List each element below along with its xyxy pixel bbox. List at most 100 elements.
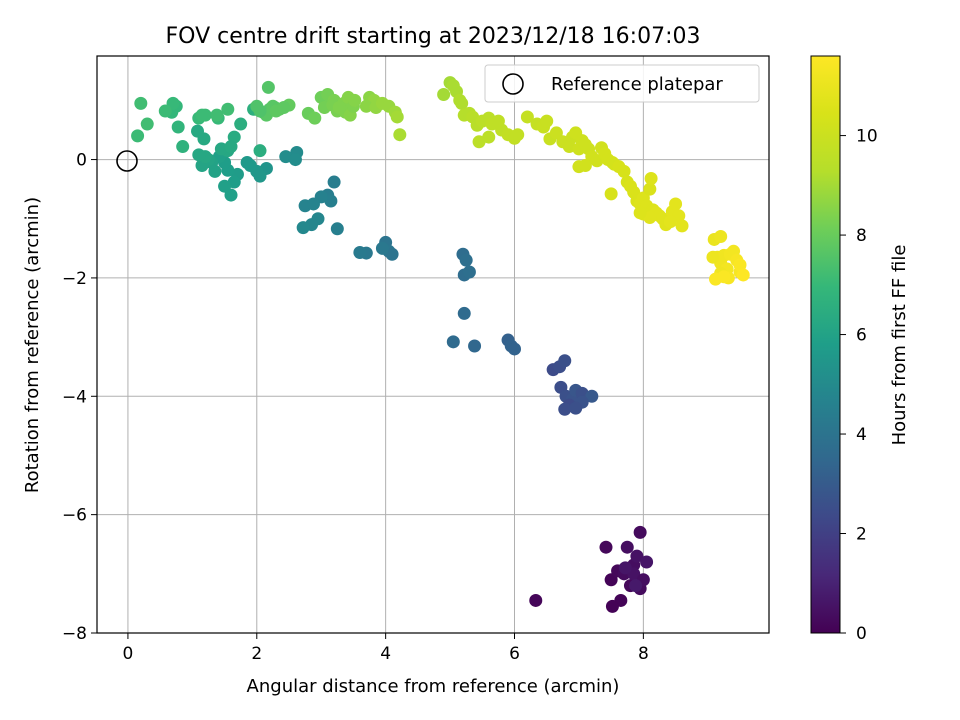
data-point: [330, 222, 344, 236]
y-axis-ticks: 0 −2 −4 −6 −8: [62, 151, 97, 644]
data-point: [618, 561, 632, 575]
x-tick-label: 0: [123, 644, 134, 664]
data-point: [629, 579, 643, 593]
data-point: [253, 104, 267, 118]
colorbar-label: Hours from first FF file: [889, 245, 910, 446]
data-point: [462, 265, 476, 279]
y-tick-label: 0: [76, 151, 87, 171]
data-point: [714, 229, 728, 243]
data-point: [529, 593, 543, 607]
colorbar: 0 2 4 6 8 10 Hours from first FF file: [810, 55, 910, 644]
data-point: [457, 306, 471, 320]
data-point: [234, 117, 248, 131]
data-point: [630, 549, 644, 563]
data-point: [375, 241, 389, 255]
legend-box: [484, 64, 760, 103]
data-point: [643, 182, 657, 196]
x-tick-label: 6: [509, 644, 520, 664]
data-point: [359, 99, 373, 113]
data-point: [511, 128, 525, 142]
data-point: [348, 93, 362, 107]
data-point: [253, 144, 267, 158]
data-point: [296, 221, 310, 235]
data-point: [558, 354, 572, 368]
colorbar-tick-label: 0: [856, 624, 867, 644]
data-point: [243, 158, 257, 172]
data-point: [327, 175, 341, 189]
data-point: [633, 525, 647, 539]
data-point: [332, 100, 346, 114]
colorbar-tick-label: 6: [856, 326, 867, 346]
colorbar-tick-label: 8: [856, 226, 867, 246]
data-point: [569, 401, 583, 415]
reference-platepar-marker: [116, 150, 138, 172]
data-point: [134, 96, 148, 110]
data-point: [197, 132, 211, 146]
x-tick-label: 4: [380, 644, 391, 664]
x-axis-ticks: 0 2 4 6 8: [123, 633, 649, 664]
data-point: [390, 110, 404, 124]
data-point: [669, 197, 683, 211]
data-point: [468, 339, 482, 353]
data-point: [210, 108, 224, 122]
y-tick-label: −2: [62, 269, 87, 289]
data-point: [508, 342, 522, 356]
data-point: [706, 250, 720, 264]
grid-lines: [97, 56, 769, 634]
data-point: [644, 172, 658, 186]
data-point: [446, 335, 460, 349]
data-point: [224, 140, 238, 154]
data-point: [482, 130, 496, 144]
data-point: [218, 179, 232, 193]
data-point: [176, 140, 190, 154]
data-point: [308, 111, 322, 125]
data-point: [578, 158, 592, 172]
data-point: [393, 128, 407, 142]
legend: Reference platepar: [484, 64, 760, 103]
data-point: [736, 268, 750, 282]
data-point: [195, 108, 209, 122]
data-point: [733, 258, 747, 272]
x-axis-label: Angular distance from reference (arcmin): [247, 676, 620, 697]
data-point: [455, 96, 469, 110]
data-point: [437, 87, 451, 101]
data-point: [520, 110, 534, 124]
legend-reference-marker-icon: [502, 73, 524, 95]
data-point: [221, 102, 235, 116]
x-tick-label: 8: [638, 644, 649, 664]
y-tick-label: −8: [62, 624, 87, 644]
data-point: [585, 389, 599, 403]
data-point: [385, 247, 399, 261]
data-point: [192, 148, 206, 162]
legend-entry-reference-platepar: Reference platepar: [551, 74, 723, 95]
data-point: [277, 100, 291, 114]
data-point: [459, 253, 473, 267]
data-point: [675, 219, 689, 233]
data-point: [717, 270, 731, 284]
data-point: [604, 187, 618, 201]
y-axis-label: Rotation from reference (arcmin): [22, 197, 43, 493]
colorbar-tick-label: 2: [856, 525, 867, 545]
data-point: [306, 197, 320, 211]
data-point: [140, 117, 154, 131]
data-point: [640, 555, 654, 569]
colorbar-gradient: [810, 55, 841, 634]
colorbar-ticks: 0 2 4 6 8 10: [840, 127, 878, 644]
data-points: [131, 76, 750, 613]
data-point: [599, 540, 613, 554]
data-point: [605, 599, 619, 613]
data-point: [158, 104, 172, 118]
data-point: [558, 402, 572, 416]
data-point: [131, 129, 145, 143]
data-point: [353, 245, 367, 259]
x-tick-label: 2: [251, 644, 262, 664]
data-point: [288, 153, 302, 167]
data-point: [472, 135, 486, 149]
data-point: [540, 114, 554, 128]
y-tick-label: −6: [62, 506, 87, 526]
data-point: [663, 215, 677, 229]
colorbar-tick-label: 10: [856, 127, 878, 147]
data-point: [261, 80, 275, 94]
data-point: [633, 206, 647, 220]
